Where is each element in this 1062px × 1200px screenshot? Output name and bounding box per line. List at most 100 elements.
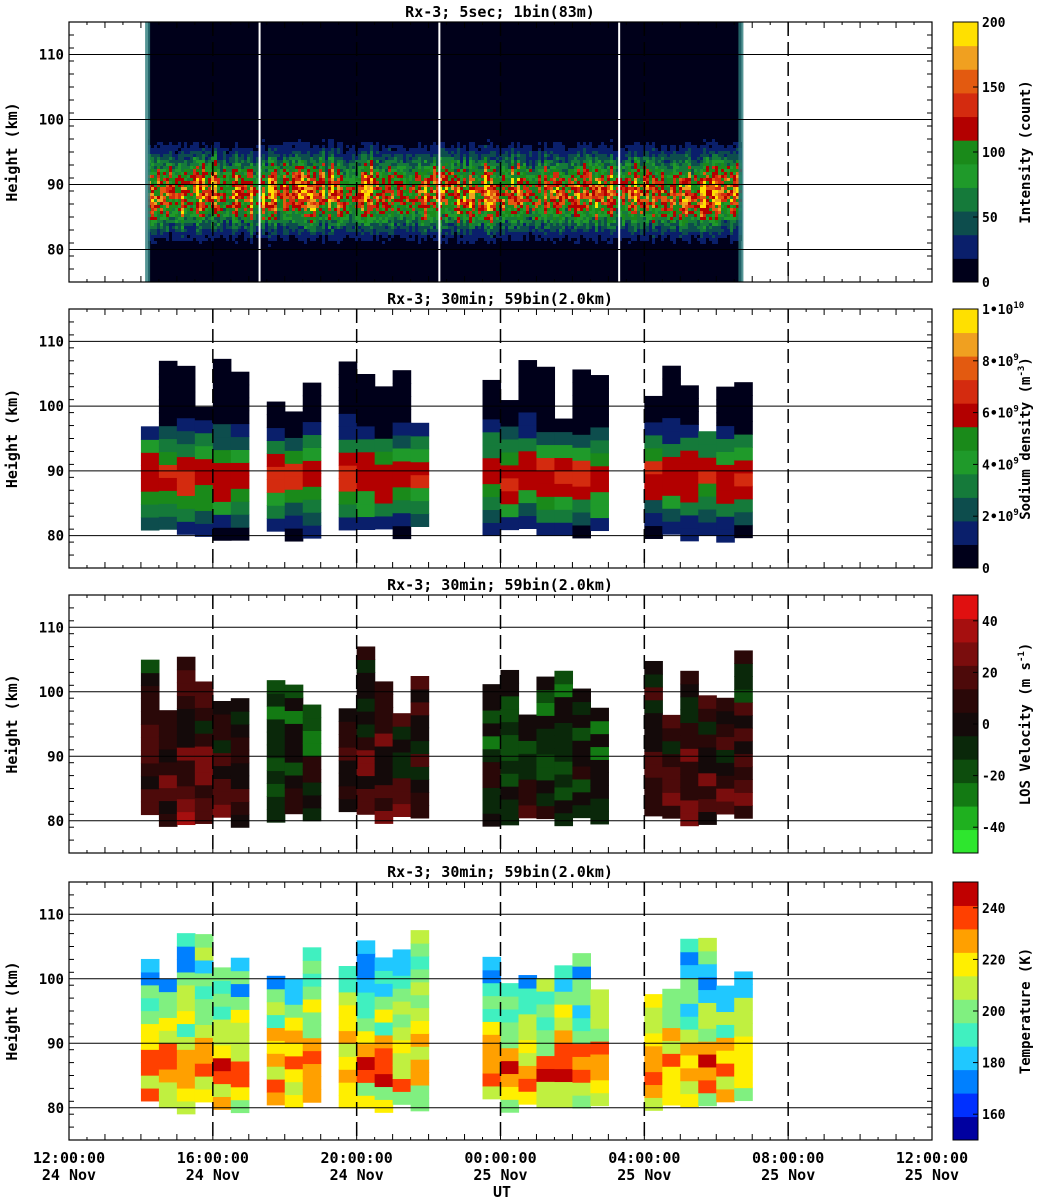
heatmap-cell xyxy=(277,232,280,235)
heatmap-cell xyxy=(577,136,580,139)
heatmap-cell xyxy=(508,151,511,154)
heatmap-cell xyxy=(163,154,166,157)
heatmap-cell xyxy=(376,136,379,139)
heatmap-cell xyxy=(517,238,520,241)
heatmap-cell xyxy=(214,184,217,187)
heatmap-cell xyxy=(568,166,571,169)
heatmap-cell xyxy=(391,232,394,235)
heatmap-cell xyxy=(427,229,430,232)
heatmap-cell xyxy=(439,184,442,187)
heatmap-cell xyxy=(430,139,433,142)
heatmap-cell xyxy=(304,226,307,229)
heatmap-cell xyxy=(232,214,235,217)
heatmap-cell xyxy=(337,184,340,187)
heatmap-cell xyxy=(490,193,493,196)
heatmap-cell xyxy=(199,208,202,211)
heatmap-cell xyxy=(547,202,550,205)
heatmap-cell xyxy=(424,154,427,157)
heatmap-cell xyxy=(424,238,427,241)
heatmap-cell xyxy=(382,220,385,223)
heatmap-cell xyxy=(328,208,331,211)
heatmap-cell xyxy=(196,166,199,169)
heatmap-cell xyxy=(538,163,541,166)
heatmap-cell xyxy=(214,229,217,232)
heatmap-cell xyxy=(229,199,232,202)
heatmap-cell xyxy=(472,154,475,157)
heatmap-cell xyxy=(568,229,571,232)
heatmap-cell xyxy=(274,163,277,166)
heatmap-cell xyxy=(235,196,238,199)
heatmap-cell xyxy=(469,205,472,208)
heatmap-cell xyxy=(463,199,466,202)
heatmap-cell xyxy=(499,235,502,238)
heatmap-cell xyxy=(235,235,238,238)
heatmap-cell xyxy=(196,196,199,199)
heatmap-cell xyxy=(520,208,523,211)
heatmap-cell xyxy=(457,232,460,235)
heatmap-cell xyxy=(217,217,220,220)
heatmap-cell xyxy=(523,172,526,175)
heatmap-cell xyxy=(541,208,544,211)
heatmap-cell xyxy=(385,223,388,226)
heatmap-cell xyxy=(571,157,574,160)
heatmap-cell xyxy=(307,157,310,160)
heatmap-cell xyxy=(520,205,523,208)
heatmap-cell xyxy=(181,151,184,154)
heatmap-cell xyxy=(307,190,310,193)
heatmap-cell xyxy=(550,181,553,184)
heatmap-cell xyxy=(202,142,205,145)
heatmap-cell xyxy=(289,181,292,184)
heatmap-cell xyxy=(409,226,412,229)
heatmap-cell xyxy=(241,148,244,151)
heatmap-cell xyxy=(412,217,415,220)
heatmap-cell xyxy=(157,190,160,193)
heatmap-cell xyxy=(292,235,295,238)
heatmap-cell xyxy=(502,205,505,208)
heatmap-cell xyxy=(526,148,529,151)
heatmap-cell xyxy=(376,169,379,172)
heatmap-cell xyxy=(571,181,574,184)
heatmap-cell xyxy=(211,220,214,223)
heatmap-cell xyxy=(436,142,439,145)
heatmap-cell xyxy=(367,166,370,169)
heatmap-cell xyxy=(544,145,547,148)
heatmap-cell xyxy=(151,142,154,145)
heatmap-cell xyxy=(421,217,424,220)
heatmap-cell xyxy=(514,163,517,166)
heatmap-cell xyxy=(481,175,484,178)
heatmap-cell xyxy=(184,208,187,211)
heatmap-cell xyxy=(250,235,253,238)
heatmap-cell xyxy=(223,196,226,199)
heatmap-cell xyxy=(316,154,319,157)
heatmap-cell xyxy=(403,160,406,163)
heatmap-cell xyxy=(469,136,472,139)
heatmap-cell xyxy=(193,190,196,193)
heatmap-cell xyxy=(220,160,223,163)
heatmap-cell xyxy=(277,193,280,196)
heatmap-cell xyxy=(160,232,163,235)
heatmap-cell xyxy=(295,214,298,217)
heatmap-cell xyxy=(469,178,472,181)
heatmap-cell xyxy=(166,229,169,232)
heatmap-cell xyxy=(277,160,280,163)
heatmap-cell xyxy=(256,235,259,238)
heatmap-cell xyxy=(244,226,247,229)
heatmap-cell xyxy=(574,178,577,181)
heatmap-cell xyxy=(463,193,466,196)
heatmap-cell xyxy=(154,202,157,205)
heatmap-cell xyxy=(475,187,478,190)
heatmap-cell xyxy=(190,208,193,211)
heatmap-cell xyxy=(286,229,289,232)
heatmap-cell xyxy=(172,175,175,178)
heatmap-cell xyxy=(199,241,202,244)
heatmap-cell xyxy=(433,142,436,145)
heatmap-cell xyxy=(265,226,268,229)
heatmap-cell xyxy=(331,190,334,193)
heatmap-cell xyxy=(418,238,421,241)
heatmap-cell xyxy=(526,202,529,205)
heatmap-cell xyxy=(286,187,289,190)
heatmap-cell xyxy=(550,196,553,199)
heatmap-cell xyxy=(268,199,271,202)
heatmap-cell xyxy=(331,196,334,199)
heatmap-cell xyxy=(289,151,292,154)
